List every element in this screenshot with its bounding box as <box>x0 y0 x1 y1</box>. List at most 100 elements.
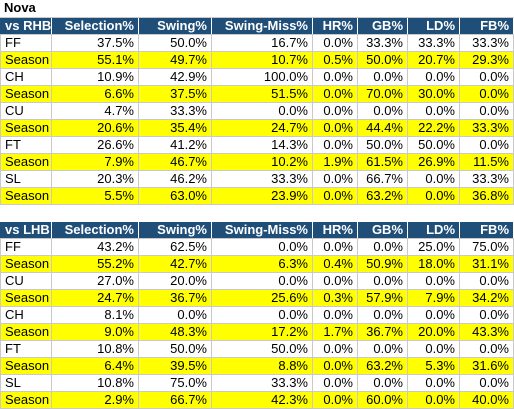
stat-cell[interactable]: 36.8% <box>460 188 514 204</box>
stat-cell[interactable]: 63.2% <box>358 358 408 374</box>
stat-cell[interactable]: 0.0% <box>139 307 212 323</box>
stat-cell[interactable]: 50.0% <box>408 137 460 153</box>
stat-cell[interactable]: 0.0% <box>358 239 408 255</box>
column-header[interactable]: HR% <box>313 222 358 238</box>
column-header[interactable]: Swing% <box>139 18 212 34</box>
stat-cell[interactable]: 0.0% <box>408 171 460 187</box>
stat-cell[interactable]: 6.4% <box>52 358 139 374</box>
stat-cell[interactable]: 75.0% <box>460 239 514 255</box>
stat-cell[interactable]: 63.2% <box>358 188 408 204</box>
stat-cell[interactable]: 0.0% <box>460 103 514 119</box>
stat-cell[interactable]: 33.3% <box>460 171 514 187</box>
stat-cell[interactable]: 33.3% <box>460 120 514 136</box>
stat-cell[interactable]: 7.9% <box>52 154 139 170</box>
stat-cell[interactable]: 50.0% <box>358 137 408 153</box>
stat-cell[interactable]: 1.9% <box>313 154 358 170</box>
stat-cell[interactable]: 0.0% <box>313 341 358 357</box>
stat-cell[interactable]: 11.5% <box>460 154 514 170</box>
pitch-type-cell[interactable]: FT <box>0 341 52 357</box>
stat-cell[interactable]: 20.6% <box>52 120 139 136</box>
stat-cell[interactable]: 23.9% <box>212 188 313 204</box>
pitch-type-cell[interactable]: Season <box>0 324 52 340</box>
stat-cell[interactable]: 57.9% <box>358 290 408 306</box>
stat-cell[interactable]: 8.8% <box>212 358 313 374</box>
stat-cell[interactable]: 9.0% <box>52 324 139 340</box>
stat-cell[interactable]: 39.5% <box>139 358 212 374</box>
split-label[interactable]: vs RHB <box>0 18 52 34</box>
stat-cell[interactable]: 7.9% <box>408 290 460 306</box>
column-header[interactable]: Swing-Miss% <box>212 18 313 34</box>
column-header[interactable]: GB% <box>358 18 408 34</box>
stat-cell[interactable]: 22.2% <box>408 120 460 136</box>
stat-cell[interactable]: 50.0% <box>139 341 212 357</box>
stat-cell[interactable]: 36.7% <box>358 324 408 340</box>
stat-cell[interactable]: 42.7% <box>139 256 212 272</box>
stat-cell[interactable]: 63.0% <box>139 188 212 204</box>
stat-cell[interactable]: 18.0% <box>408 256 460 272</box>
stat-cell[interactable]: 0.0% <box>313 273 358 289</box>
stat-cell[interactable]: 44.4% <box>358 120 408 136</box>
stat-cell[interactable]: 25.6% <box>212 290 313 306</box>
stat-cell[interactable]: 26.9% <box>408 154 460 170</box>
stat-cell[interactable]: 0.0% <box>408 188 460 204</box>
stat-cell[interactable]: 0.0% <box>313 171 358 187</box>
stat-cell[interactable]: 0.5% <box>313 52 358 68</box>
stat-cell[interactable]: 0.0% <box>358 375 408 391</box>
stat-cell[interactable]: 0.0% <box>408 307 460 323</box>
stat-cell[interactable]: 8.1% <box>52 307 139 323</box>
stat-cell[interactable]: 66.7% <box>358 171 408 187</box>
pitch-type-cell[interactable]: FT <box>0 137 52 153</box>
pitch-type-cell[interactable]: Season <box>0 188 52 204</box>
stat-cell[interactable]: 0.0% <box>212 273 313 289</box>
stat-cell[interactable]: 75.0% <box>139 375 212 391</box>
stat-cell[interactable]: 46.2% <box>139 171 212 187</box>
column-header[interactable]: Selection% <box>52 222 139 238</box>
stat-cell[interactable]: 0.0% <box>358 341 408 357</box>
stat-cell[interactable]: 0.0% <box>460 307 514 323</box>
stat-cell[interactable]: 0.0% <box>313 103 358 119</box>
stat-cell[interactable]: 40.0% <box>460 392 514 408</box>
stat-cell[interactable]: 33.3% <box>408 35 460 51</box>
stat-cell[interactable]: 27.0% <box>52 273 139 289</box>
stat-cell[interactable]: 31.1% <box>460 256 514 272</box>
stat-cell[interactable]: 37.5% <box>52 35 139 51</box>
stat-cell[interactable]: 16.7% <box>212 35 313 51</box>
stat-cell[interactable]: 1.7% <box>313 324 358 340</box>
stat-cell[interactable]: 62.5% <box>139 239 212 255</box>
pitch-type-cell[interactable]: Season <box>0 120 52 136</box>
stat-cell[interactable]: 49.7% <box>139 52 212 68</box>
stat-cell[interactable]: 26.6% <box>52 137 139 153</box>
column-header[interactable]: LD% <box>408 222 460 238</box>
pitch-type-cell[interactable]: CU <box>0 273 52 289</box>
stat-cell[interactable]: 0.0% <box>212 103 313 119</box>
stat-cell[interactable]: 0.0% <box>408 392 460 408</box>
stat-cell[interactable]: 25.0% <box>408 239 460 255</box>
stat-cell[interactable]: 46.7% <box>139 154 212 170</box>
stat-cell[interactable]: 0.0% <box>408 69 460 85</box>
pitch-type-cell[interactable]: FF <box>0 35 52 51</box>
stat-cell[interactable]: 61.5% <box>358 154 408 170</box>
stat-cell[interactable]: 60.0% <box>358 392 408 408</box>
stat-cell[interactable]: 0.0% <box>358 307 408 323</box>
stat-cell[interactable]: 50.0% <box>212 341 313 357</box>
stat-cell[interactable]: 10.8% <box>52 375 139 391</box>
column-header[interactable]: HR% <box>313 18 358 34</box>
stat-cell[interactable]: 0.0% <box>460 341 514 357</box>
stat-cell[interactable]: 6.3% <box>212 256 313 272</box>
stat-cell[interactable]: 42.9% <box>139 69 212 85</box>
stat-cell[interactable]: 33.3% <box>460 35 514 51</box>
stat-cell[interactable]: 50.0% <box>139 35 212 51</box>
stat-cell[interactable]: 0.0% <box>408 273 460 289</box>
stat-cell[interactable]: 43.3% <box>460 324 514 340</box>
stat-cell[interactable]: 66.7% <box>139 392 212 408</box>
stat-cell[interactable]: 0.0% <box>313 120 358 136</box>
stat-cell[interactable]: 20.3% <box>52 171 139 187</box>
stat-cell[interactable]: 31.6% <box>460 358 514 374</box>
stat-cell[interactable]: 55.1% <box>52 52 139 68</box>
stat-cell[interactable]: 0.0% <box>313 188 358 204</box>
stat-cell[interactable]: 41.2% <box>139 137 212 153</box>
stat-cell[interactable]: 4.7% <box>52 103 139 119</box>
stat-cell[interactable]: 50.9% <box>358 256 408 272</box>
pitch-type-cell[interactable]: Season <box>0 86 52 102</box>
stat-cell[interactable]: 0.0% <box>460 69 514 85</box>
